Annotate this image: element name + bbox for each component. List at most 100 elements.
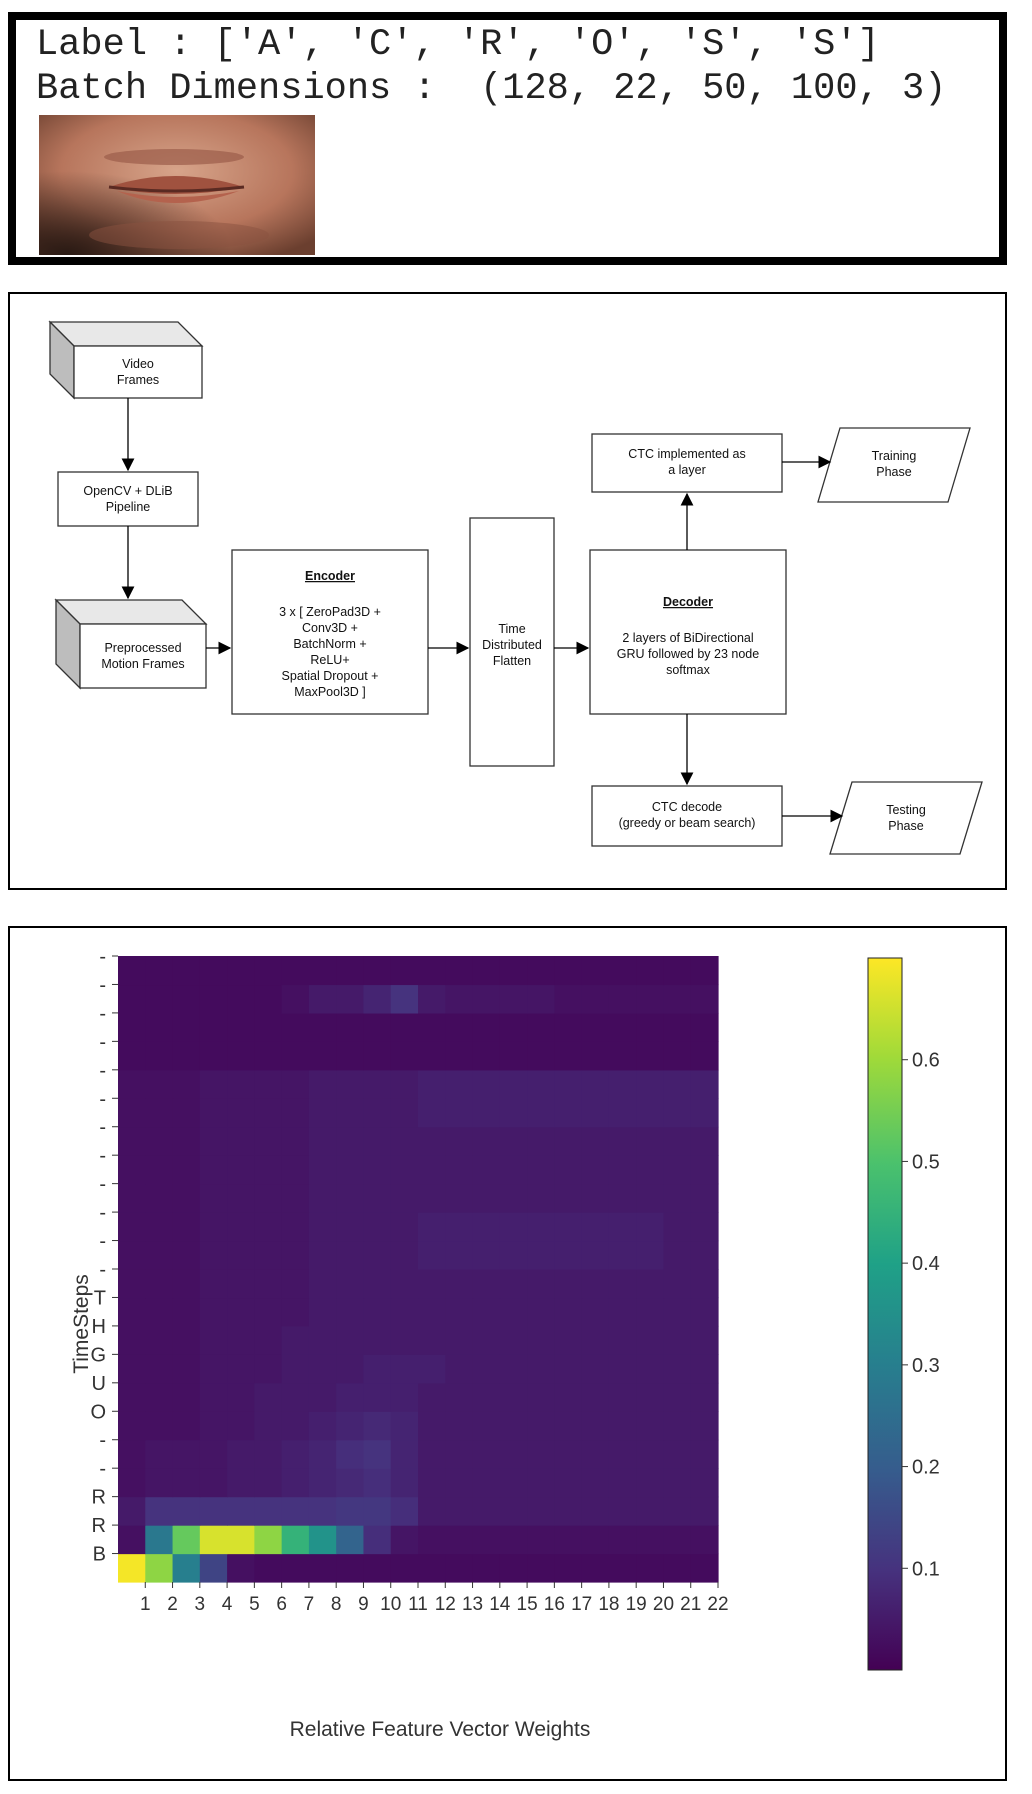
heatmap-cell bbox=[227, 1525, 255, 1555]
heatmap-cell bbox=[390, 1126, 419, 1156]
heatmap-cell bbox=[499, 1012, 528, 1042]
heatmap-cell bbox=[663, 984, 692, 1014]
heatmap-cell bbox=[308, 956, 337, 986]
heatmap-cell bbox=[472, 1098, 501, 1128]
heatmap-cell bbox=[199, 1126, 228, 1156]
heatmap-cell bbox=[690, 1069, 719, 1099]
heatmap-cell bbox=[418, 956, 446, 986]
heatmap-cell bbox=[227, 1439, 255, 1469]
colorbar-tick-label: 0.5 bbox=[912, 1151, 940, 1173]
heatmap-cell bbox=[145, 984, 174, 1014]
heatmap-cell bbox=[145, 1354, 174, 1384]
heatmap-cell bbox=[690, 1269, 719, 1299]
x-tick-label: 14 bbox=[489, 1594, 511, 1615]
heatmap-cell bbox=[390, 1468, 419, 1498]
heatmap-cell bbox=[254, 1155, 283, 1185]
heatmap-cell bbox=[527, 1041, 555, 1071]
heatmap-cell bbox=[118, 1069, 146, 1099]
heatmap-cell bbox=[254, 1269, 283, 1299]
heatmap-cell bbox=[608, 1439, 637, 1469]
heatmap-cell bbox=[418, 1155, 446, 1185]
heatmap-cell bbox=[690, 1126, 719, 1156]
y-tick-label: R bbox=[92, 1515, 106, 1537]
heatmap-cell bbox=[145, 1155, 174, 1185]
heatmap-cell bbox=[499, 1155, 528, 1185]
heatmap-cell bbox=[418, 1098, 446, 1128]
heatmap-cell bbox=[227, 956, 255, 986]
heatmap-cell bbox=[390, 1155, 419, 1185]
heatmap-cell bbox=[336, 1069, 365, 1099]
heatmap-cell bbox=[336, 1382, 365, 1412]
heatmap-cell bbox=[445, 1411, 474, 1441]
heatmap-cell bbox=[499, 984, 528, 1014]
heatmap-cell bbox=[663, 1411, 692, 1441]
heatmap-cell bbox=[527, 1496, 555, 1526]
heatmap-cell bbox=[254, 1525, 283, 1555]
heatmap-cell bbox=[281, 1297, 310, 1327]
y-tick-label: - bbox=[99, 1458, 106, 1480]
heatmap-cell bbox=[172, 1354, 201, 1384]
heatmap-cell bbox=[581, 984, 610, 1014]
x-tick-label: 11 bbox=[408, 1594, 428, 1615]
pipeline-line2: Pipeline bbox=[106, 500, 151, 514]
heatmap-cell bbox=[227, 1496, 255, 1526]
heatmap-cell bbox=[472, 1012, 501, 1042]
heatmap-cell bbox=[418, 984, 446, 1014]
heatmap-cell bbox=[608, 1525, 637, 1555]
heatmap-cell bbox=[418, 1382, 446, 1412]
heatmap-cell bbox=[418, 1325, 446, 1355]
heatmap-cell bbox=[363, 1012, 392, 1042]
video-frames-line1: Video bbox=[122, 357, 154, 371]
heatmap-cell bbox=[390, 1240, 419, 1270]
heatmap-cell bbox=[663, 1041, 692, 1071]
heatmap-cell bbox=[199, 1525, 228, 1555]
heatmap-chart: 1 2 3 4 5 6 7 8 9 10 11 12 13 14 15 16 17 18 19 20 21 22 BRR-… bbox=[70, 946, 940, 1741]
heatmap-cell bbox=[308, 1496, 337, 1526]
heatmap-cell bbox=[118, 1155, 146, 1185]
heatmap-cell bbox=[527, 1411, 555, 1441]
heatmap-cell bbox=[308, 1240, 337, 1270]
heatmap-cell bbox=[499, 1496, 528, 1526]
heatmap-cell bbox=[172, 1240, 201, 1270]
heatmap-cell bbox=[472, 1269, 501, 1299]
heatmap-cell bbox=[690, 1155, 719, 1185]
heatmap-cell bbox=[390, 1269, 419, 1299]
heatmap-cell bbox=[145, 1240, 174, 1270]
heatmap-cell bbox=[336, 1439, 365, 1469]
heatmap-cell bbox=[527, 1155, 555, 1185]
heatmap-cell bbox=[608, 1098, 637, 1128]
heatmap-cell bbox=[199, 1098, 228, 1128]
heatmap-cell bbox=[118, 984, 146, 1014]
heatmap-cell bbox=[499, 1525, 528, 1555]
heatmap-cell bbox=[254, 1496, 283, 1526]
time-distributed-box bbox=[469, 517, 555, 767]
heatmap-cell bbox=[554, 1496, 583, 1526]
y-tick-label: G bbox=[90, 1344, 106, 1366]
heatmap-cell bbox=[281, 1439, 310, 1469]
heatmap-cell bbox=[390, 1183, 419, 1213]
x-tick-label: 4 bbox=[222, 1594, 233, 1615]
heatmap-cell bbox=[445, 1155, 474, 1185]
heatmap-cell bbox=[254, 1325, 283, 1355]
heatmap-cell bbox=[254, 1012, 283, 1042]
heatmap-cell bbox=[445, 1098, 474, 1128]
heatmap-cell bbox=[390, 1411, 419, 1441]
heatmap-cell bbox=[336, 1325, 365, 1355]
testing-phase-box bbox=[829, 781, 983, 855]
heatmap-cell bbox=[336, 984, 365, 1014]
heatmap-cell bbox=[554, 1155, 583, 1185]
heatmap-cell bbox=[118, 1126, 146, 1156]
heatmap-cell bbox=[499, 1069, 528, 1099]
heatmap-cell bbox=[472, 1240, 501, 1270]
heatmap-cell bbox=[663, 1325, 692, 1355]
heatmap-cell bbox=[227, 1297, 255, 1327]
heatmap-cell bbox=[663, 1496, 692, 1526]
heatmap-cell bbox=[145, 1496, 174, 1526]
heatmap-cell bbox=[499, 1382, 528, 1412]
heatmap-cell bbox=[445, 1269, 474, 1299]
heatmap-cell bbox=[145, 1439, 174, 1469]
video-frames-line2: Frames bbox=[117, 373, 159, 387]
heatmap-cell bbox=[608, 1212, 637, 1242]
heatmap-cell bbox=[172, 1553, 201, 1583]
heatmap-cell bbox=[527, 1240, 555, 1270]
